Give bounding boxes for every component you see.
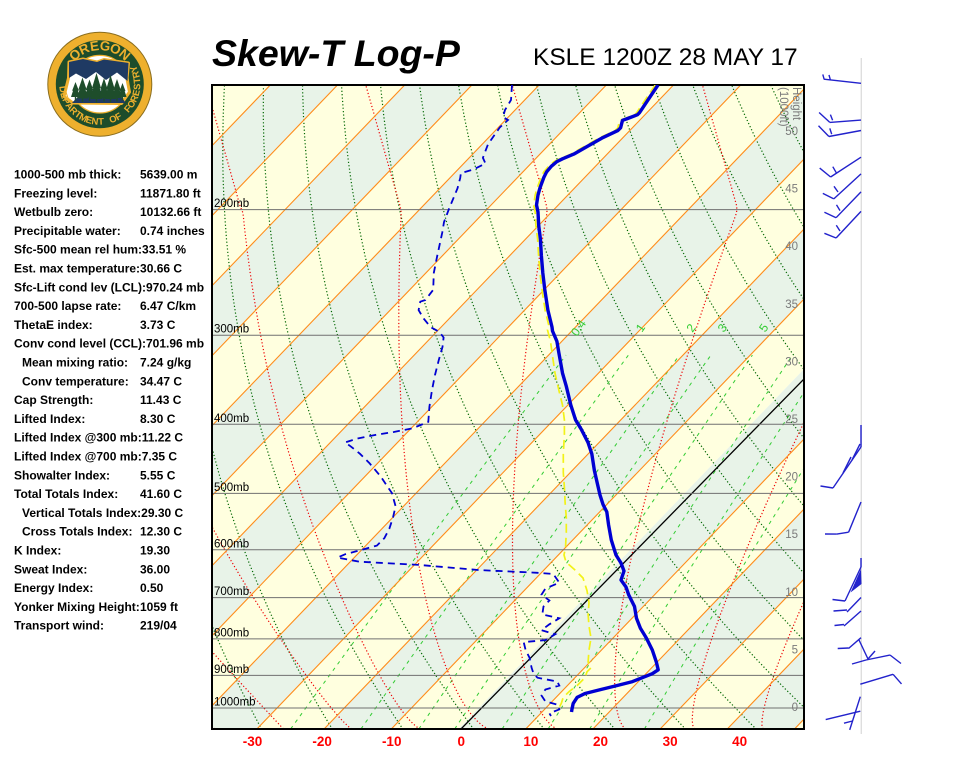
svg-text:41.60 C: 41.60 C — [140, 487, 182, 501]
svg-text:1000mb: 1000mb — [214, 697, 256, 709]
svg-text:R: R — [128, 93, 141, 104]
svg-text:Height: Height — [790, 87, 802, 121]
svg-text:P: P — [59, 96, 72, 107]
svg-text:Lifted Index @700 mb:7.35 C: Lifted Index @700 mb:7.35 C — [14, 450, 177, 464]
svg-text:20: 20 — [593, 734, 608, 749]
svg-text:Sweat Index:: Sweat Index: — [14, 562, 87, 576]
svg-text:10: 10 — [523, 734, 538, 749]
svg-text:10132.66 ft: 10132.66 ft — [140, 205, 201, 219]
svg-text:0.74 inches: 0.74 inches — [140, 224, 205, 238]
svg-text:E: E — [57, 91, 69, 100]
svg-text:Mean mixing ratio:: Mean mixing ratio: — [22, 356, 128, 370]
svg-text:11871.80 ft: 11871.80 ft — [140, 186, 201, 200]
svg-text:36.00: 36.00 — [140, 562, 170, 576]
svg-text:E: E — [84, 114, 93, 126]
svg-text:35: 35 — [785, 299, 798, 311]
svg-text:8.30 C: 8.30 C — [140, 412, 176, 426]
svg-text:G: G — [99, 38, 112, 54]
svg-text:6.47 C/km: 6.47 C/km — [140, 299, 196, 313]
svg-text:200mb: 200mb — [214, 198, 249, 210]
svg-text:300mb: 300mb — [214, 324, 249, 336]
svg-text:Energy Index:: Energy Index: — [14, 581, 93, 595]
svg-text:Sfc-Lift cond lev (LCL):970.24: Sfc-Lift cond lev (LCL):970.24 mb — [14, 280, 204, 294]
svg-text:900mb: 900mb — [214, 664, 249, 676]
svg-text:Total Totals Index:: Total Totals Index: — [14, 487, 118, 501]
svg-text:T: T — [132, 77, 144, 84]
svg-text:-30: -30 — [243, 734, 263, 749]
svg-text:E: E — [89, 38, 100, 54]
svg-text:Cap Strength:: Cap Strength: — [14, 393, 93, 407]
svg-text:5.55 C: 5.55 C — [140, 468, 176, 482]
svg-text:45: 45 — [785, 184, 798, 196]
svg-text:11.43 C: 11.43 C — [140, 393, 182, 407]
svg-text:ThetaE index:: ThetaE index: — [14, 318, 93, 332]
svg-text:F: F — [113, 111, 124, 124]
svg-text:T: T — [98, 117, 104, 128]
svg-text:T: T — [72, 109, 83, 121]
svg-text:30: 30 — [785, 356, 798, 368]
svg-text:400mb: 400mb — [214, 413, 249, 425]
svg-text:1000-500 mb thick:: 1000-500 mb thick: — [14, 168, 121, 182]
svg-text:F: F — [122, 103, 134, 115]
svg-text:Precipitable water:: Precipitable water: — [14, 224, 121, 238]
svg-text:Cross Totals Index:: Cross Totals Index: — [22, 525, 132, 539]
svg-text:0.50: 0.50 — [140, 581, 164, 595]
svg-text:(1000ft): (1000ft) — [777, 87, 789, 127]
svg-text:50: 50 — [785, 126, 798, 138]
svg-text:700mb: 700mb — [214, 586, 249, 598]
svg-text:15: 15 — [785, 529, 798, 541]
svg-text:3.73 C: 3.73 C — [140, 318, 176, 332]
svg-text:Lifted Index @300 mb:11.22 C: Lifted Index @300 mb:11.22 C — [14, 431, 183, 445]
svg-text:KSLE 1200Z 28 MAY 17: KSLE 1200Z 28 MAY 17 — [533, 44, 798, 71]
svg-text:N: N — [91, 116, 99, 128]
svg-text:-20: -20 — [312, 734, 332, 749]
svg-text:12.30 C: 12.30 C — [140, 525, 182, 539]
svg-text:K Index:: K Index: — [14, 544, 61, 558]
svg-text:D: D — [56, 85, 68, 93]
svg-text:700-500 lapse rate:: 700-500 lapse rate: — [14, 299, 121, 313]
svg-text:7.24 g/kg: 7.24 g/kg — [140, 356, 191, 370]
svg-text:Sfc-500 mean rel hum:33.51 %: Sfc-500 mean rel hum:33.51 % — [14, 243, 186, 257]
svg-text:600mb: 600mb — [214, 538, 249, 550]
svg-text:Lifted Index:: Lifted Index: — [14, 412, 85, 426]
svg-text:500mb: 500mb — [214, 482, 249, 494]
svg-text:Vertical Totals Index:29.30 C: Vertical Totals Index:29.30 C — [22, 506, 184, 520]
svg-text:Wetbulb zero:: Wetbulb zero: — [14, 205, 93, 219]
svg-text:30: 30 — [663, 734, 678, 749]
svg-text:E: E — [131, 89, 143, 98]
svg-text:S: S — [132, 83, 143, 90]
svg-text:Est. max temperature:30.66 C: Est. max temperature:30.66 C — [14, 262, 182, 276]
svg-text:Skew-T Log-P: Skew-T Log-P — [212, 32, 461, 74]
svg-text:Showalter Index:: Showalter Index: — [14, 468, 110, 482]
svg-text:-10: -10 — [382, 734, 402, 749]
svg-text:Yonker Mixing Height:: Yonker Mixing Height: — [14, 600, 140, 614]
svg-text:O: O — [108, 113, 119, 126]
svg-text:34.47 C: 34.47 C — [140, 374, 182, 388]
svg-text:40: 40 — [785, 241, 798, 253]
svg-text:0: 0 — [458, 734, 466, 749]
svg-text:25: 25 — [785, 414, 798, 426]
svg-text:20: 20 — [785, 472, 798, 484]
svg-text:R: R — [130, 70, 142, 80]
svg-text:5: 5 — [792, 644, 798, 656]
svg-text:Freezing level:: Freezing level: — [14, 186, 97, 200]
svg-text:Conv cond level (CCL):701.96 m: Conv cond level (CCL):701.96 mb — [14, 337, 204, 351]
svg-text:Conv temperature:: Conv temperature: — [22, 374, 129, 388]
svg-text:800mb: 800mb — [214, 627, 249, 639]
svg-text:Y: Y — [128, 63, 141, 74]
svg-text:0: 0 — [792, 702, 798, 714]
svg-text:19.30: 19.30 — [140, 544, 170, 558]
svg-text:10: 10 — [785, 587, 798, 599]
svg-text:1059 ft: 1059 ft — [140, 600, 178, 614]
svg-text:5639.00 m: 5639.00 m — [140, 168, 197, 182]
svg-text:Transport wind:: Transport wind: — [14, 619, 104, 633]
svg-text:40: 40 — [732, 734, 747, 749]
svg-text:219/04: 219/04 — [140, 619, 177, 633]
